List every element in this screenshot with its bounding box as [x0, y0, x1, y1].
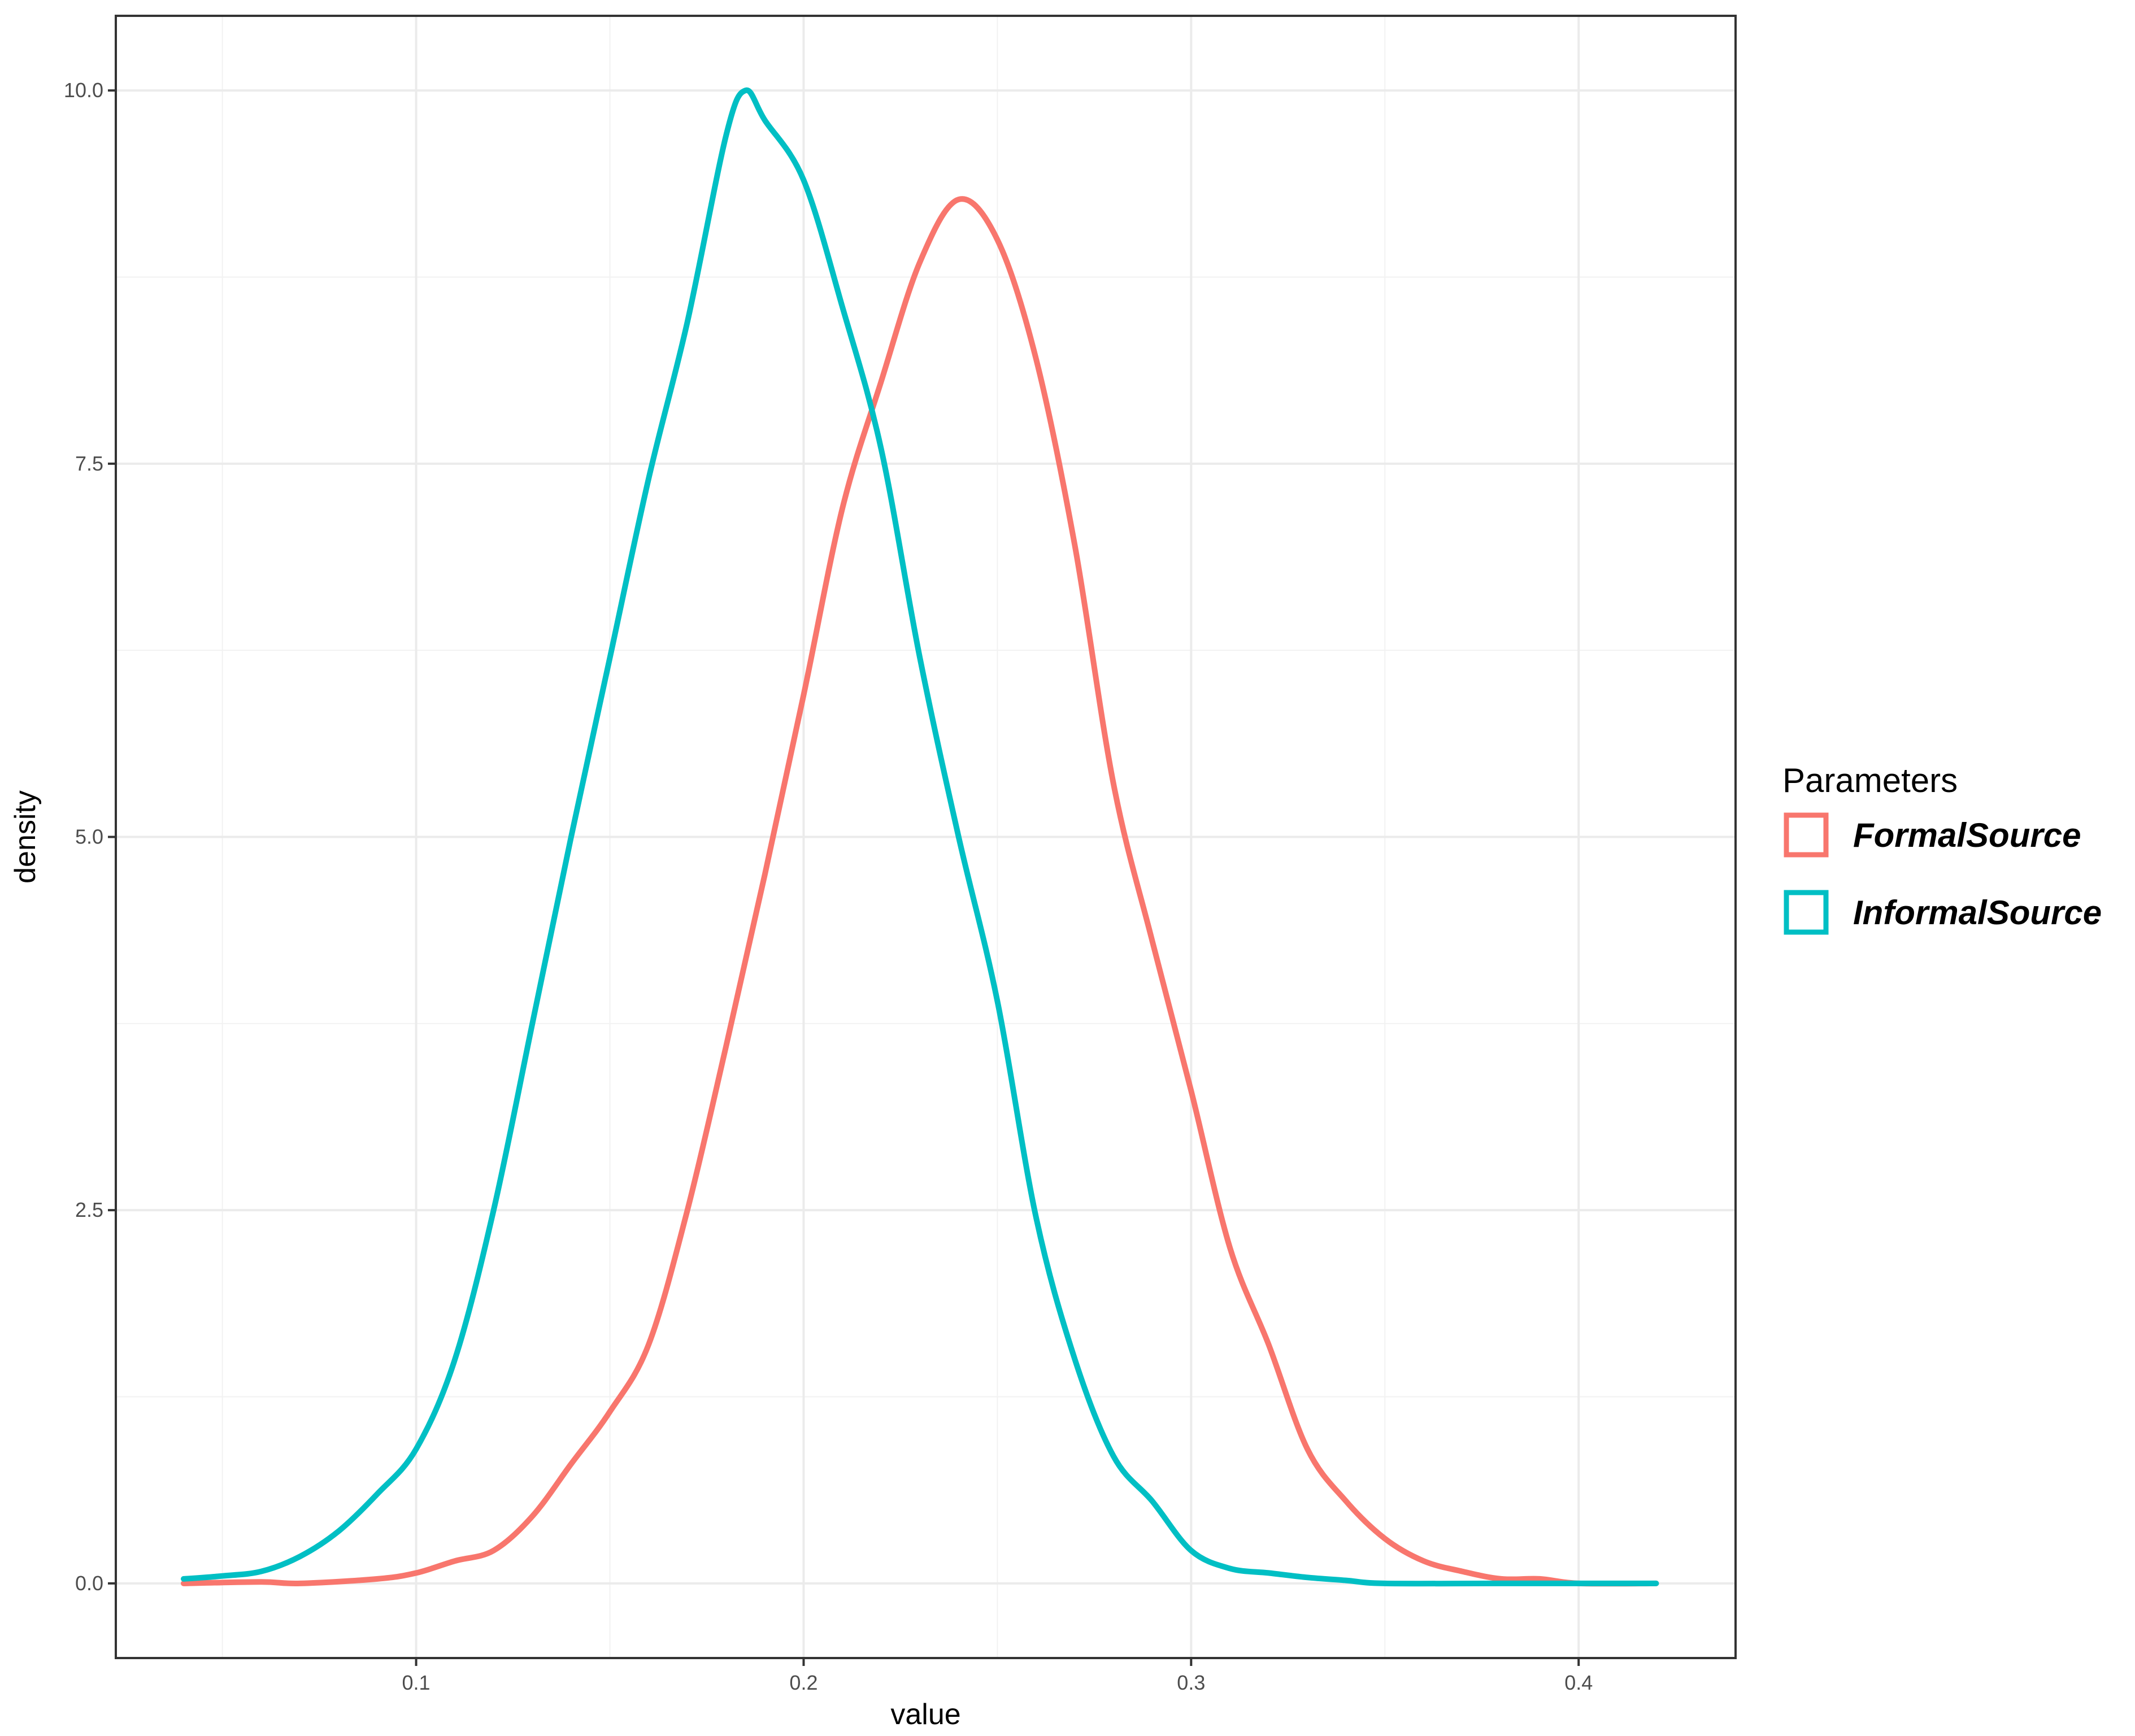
legend-label-informalsource: InformalSource	[1853, 894, 2102, 932]
legend-items: FormalSource InformalSource	[1784, 812, 2102, 935]
y-tick-label: 10.0	[64, 79, 103, 102]
x-axis-title: value	[890, 1698, 960, 1731]
legend-title: Parameters	[1782, 762, 1958, 799]
y-axis-title: density	[9, 790, 42, 884]
y-tick-label: 7.5	[75, 452, 103, 475]
y-tick-label: 5.0	[75, 825, 103, 849]
legend-label-formalsource: FormalSource	[1853, 816, 2081, 854]
series-line-formalsource	[181, 196, 1659, 1587]
series-line-informalsource	[181, 87, 1659, 1587]
legend: Parameters FormalSource InformalSource	[1782, 762, 2102, 935]
x-tick-label: 0.3	[1177, 1671, 1205, 1694]
x-tick-label: 0.2	[789, 1671, 818, 1694]
y-tick-label: 2.5	[75, 1198, 103, 1221]
axes: 0.1 0.2 0.3 0.4 0.0 2.5 5.0 7.5 10.0	[64, 79, 1593, 1694]
y-tick-label: 0.0	[75, 1572, 103, 1595]
x-tick-label: 0.4	[1564, 1671, 1593, 1694]
x-tick-label: 0.1	[402, 1671, 431, 1694]
legend-key-formalsource	[1784, 812, 1829, 858]
legend-key-informalsource	[1784, 890, 1829, 935]
series-lines	[181, 87, 1659, 1587]
